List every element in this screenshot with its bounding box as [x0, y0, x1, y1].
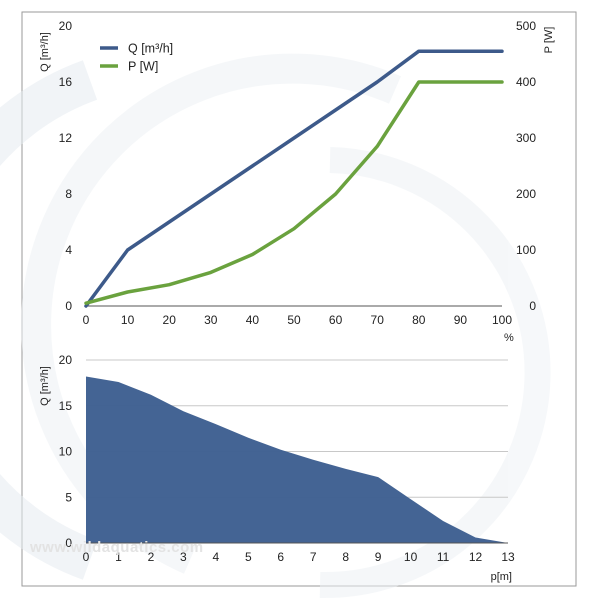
x-tick-label: 10 [404, 550, 418, 564]
y-tick-label: 0 [65, 536, 72, 550]
y-left-tick-label: 20 [59, 19, 73, 33]
x-tick-label: 90 [454, 313, 468, 327]
flow-series-line [84, 49, 504, 308]
x-axis-label: p[m] [491, 571, 512, 583]
x-tick-label: 3 [180, 550, 187, 564]
pump-curve-area [86, 376, 508, 543]
y-left-tick-label: 8 [65, 187, 72, 201]
x-tick-label: 30 [204, 313, 218, 327]
x-tick-label: 40 [246, 313, 260, 327]
x-tick-label: 4 [213, 550, 220, 564]
y-axis-label: Q [m³/h] [39, 366, 51, 406]
y-right-tick-label: 400 [516, 75, 536, 89]
y-right-tick-label: 100 [516, 243, 536, 257]
x-tick-label: 11 [437, 550, 450, 564]
y-left-tick-label: 4 [65, 243, 72, 257]
y-tick-label: 5 [65, 490, 72, 504]
x-tick-label: 20 [163, 313, 177, 327]
y-left-axis-label: Q [m³/h] [39, 32, 51, 72]
x-tick-label: 2 [148, 550, 155, 564]
y-right-tick-label: 300 [516, 131, 536, 145]
pump-output-chart: 0 10 20 30 40 50 60 70 80 90 100048121620010020030… [39, 19, 555, 344]
y-right-tick-label: 200 [516, 187, 536, 201]
x-tick-label: 60 [329, 313, 343, 327]
y-left-tick-label: 16 [59, 75, 73, 89]
y-right-axis-label: P [W] [543, 27, 555, 54]
x-tick-label: 12 [469, 550, 483, 564]
x-tick-label: 100 [492, 313, 512, 327]
x-tick-label: 0 [83, 313, 90, 327]
x-tick-label: 0 [83, 550, 90, 564]
x-tick-label: 6 [277, 550, 284, 564]
x-tick-label: 13 [501, 550, 515, 564]
y-tick-label: 15 [59, 399, 73, 413]
x-tick-label: 7 [310, 550, 317, 564]
power-series-line [84, 80, 504, 305]
x-tick-label: 5 [245, 550, 252, 564]
x-tick-label: 9 [375, 550, 382, 564]
x-tick-label: 50 [287, 313, 301, 327]
y-tick-label: 10 [59, 445, 73, 459]
y-tick-label: 20 [59, 353, 73, 367]
x-tick-label: 8 [342, 550, 349, 564]
y-left-tick-label: 12 [59, 131, 73, 145]
watermark: www.wildaquatics.com [29, 539, 204, 556]
legend-entry: Q [m³/h] [128, 42, 173, 56]
legend-entry: P [W] [128, 60, 158, 74]
x-axis-label: % [504, 332, 514, 344]
y-right-tick-label: 0 [529, 299, 536, 313]
x-tick-label: 1 [115, 550, 122, 564]
x-tick-label: 70 [371, 313, 385, 327]
x-tick-label: 10 [121, 313, 135, 327]
y-right-tick-label: 500 [516, 19, 536, 33]
y-left-tick-label: 0 [65, 299, 72, 313]
x-tick-label: 80 [412, 313, 426, 327]
